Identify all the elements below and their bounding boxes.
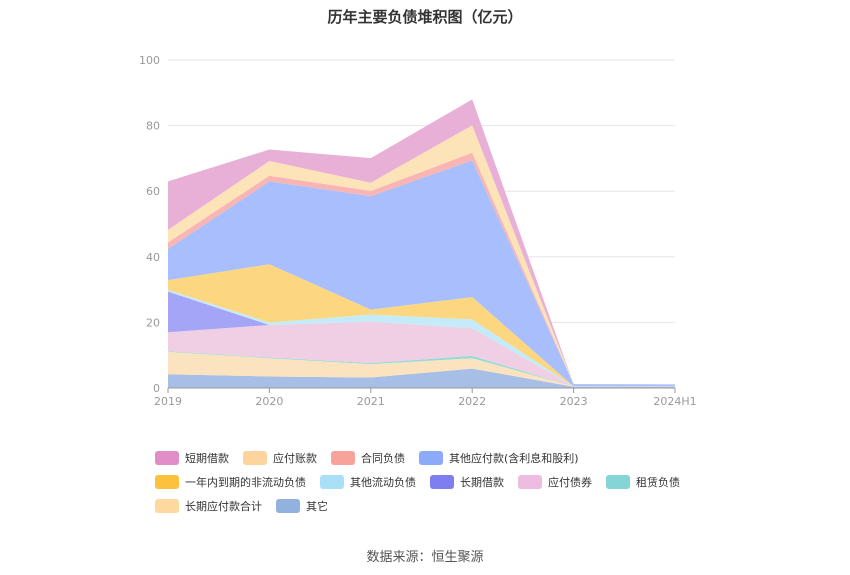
legend-swatch [430,475,454,489]
x-tick-label: 2019 [154,395,182,408]
area-series [168,125,675,385]
legend-swatch [276,499,300,513]
legend-swatch [155,451,179,465]
legend-item[interactable]: 短期借款 [155,450,229,466]
x-tick-label: 2023 [560,395,588,408]
y-tick-label: 40 [146,251,160,264]
area-series [168,368,675,388]
legend-swatch [243,451,267,465]
legend-swatch [331,451,355,465]
legend-swatch [155,499,179,513]
y-tick-label: 60 [146,185,160,198]
legend-label: 合同负债 [361,452,405,465]
area-series [168,99,675,385]
legend-label: 其他流动负债 [350,476,416,489]
legend-item[interactable]: 应付债券 [518,474,592,490]
legend-label: 其他应付款(含利息和股利) [449,452,579,465]
legend-label: 长期应付款合计 [185,500,262,513]
area-series [168,160,675,387]
area-series [168,321,675,387]
y-tick-label: 0 [153,382,160,395]
legend-label: 一年内到期的非流动负债 [185,476,306,489]
legend-label: 租赁负债 [636,476,680,489]
legend-item[interactable]: 应付账款 [243,450,317,466]
legend-item[interactable]: 一年内到期的非流动负债 [155,474,306,490]
legend-item[interactable]: 长期应付款合计 [155,498,262,514]
legend-swatch [320,475,344,489]
y-tick-label: 100 [139,54,160,67]
legend-label: 其它 [306,500,328,513]
area-series [168,152,675,385]
stacked-area-chart: 0 20 40 60 80 100 2019 2020 2021 2022 2023 2024H1 [139,54,697,408]
legend-label: 应付债券 [548,476,592,489]
legend-swatch [155,475,179,489]
legend-label: 应付账款 [273,452,317,465]
legend-item[interactable]: 其它 [276,498,328,514]
x-tick-label: 2020 [255,395,283,408]
legend-label: 短期借款 [185,452,229,465]
y-tick-label: 80 [146,120,160,133]
area-series [168,351,675,387]
legend-item[interactable]: 合同负债 [331,450,405,466]
legend-item[interactable]: 租赁负债 [606,474,680,490]
x-tick-label: 2024H1 [653,395,696,408]
area-series [168,264,675,387]
area-series [168,351,675,387]
legend-item[interactable]: 其他应付款(含利息和股利) [419,450,579,466]
legend-item[interactable]: 其他流动负债 [320,474,416,490]
data-source: 数据来源：恒生聚源 [366,550,484,565]
x-tick-label: 2021 [357,395,385,408]
legend-label: 长期借款 [460,476,504,489]
legend-swatch [419,451,443,465]
legend-item[interactable]: 长期借款 [430,474,504,490]
legend-swatch [606,475,630,489]
chart-title: 历年主要负债堆积图（亿元） [327,8,523,26]
chart-legend: 短期借款 应付账款 合同负债 其他应付款(含利息和股利) 一年内到期的非流动负债 其他流动… [155,450,715,522]
x-tick-label: 2022 [458,395,486,408]
y-tick-label: 20 [146,316,160,329]
legend-swatch [518,475,542,489]
